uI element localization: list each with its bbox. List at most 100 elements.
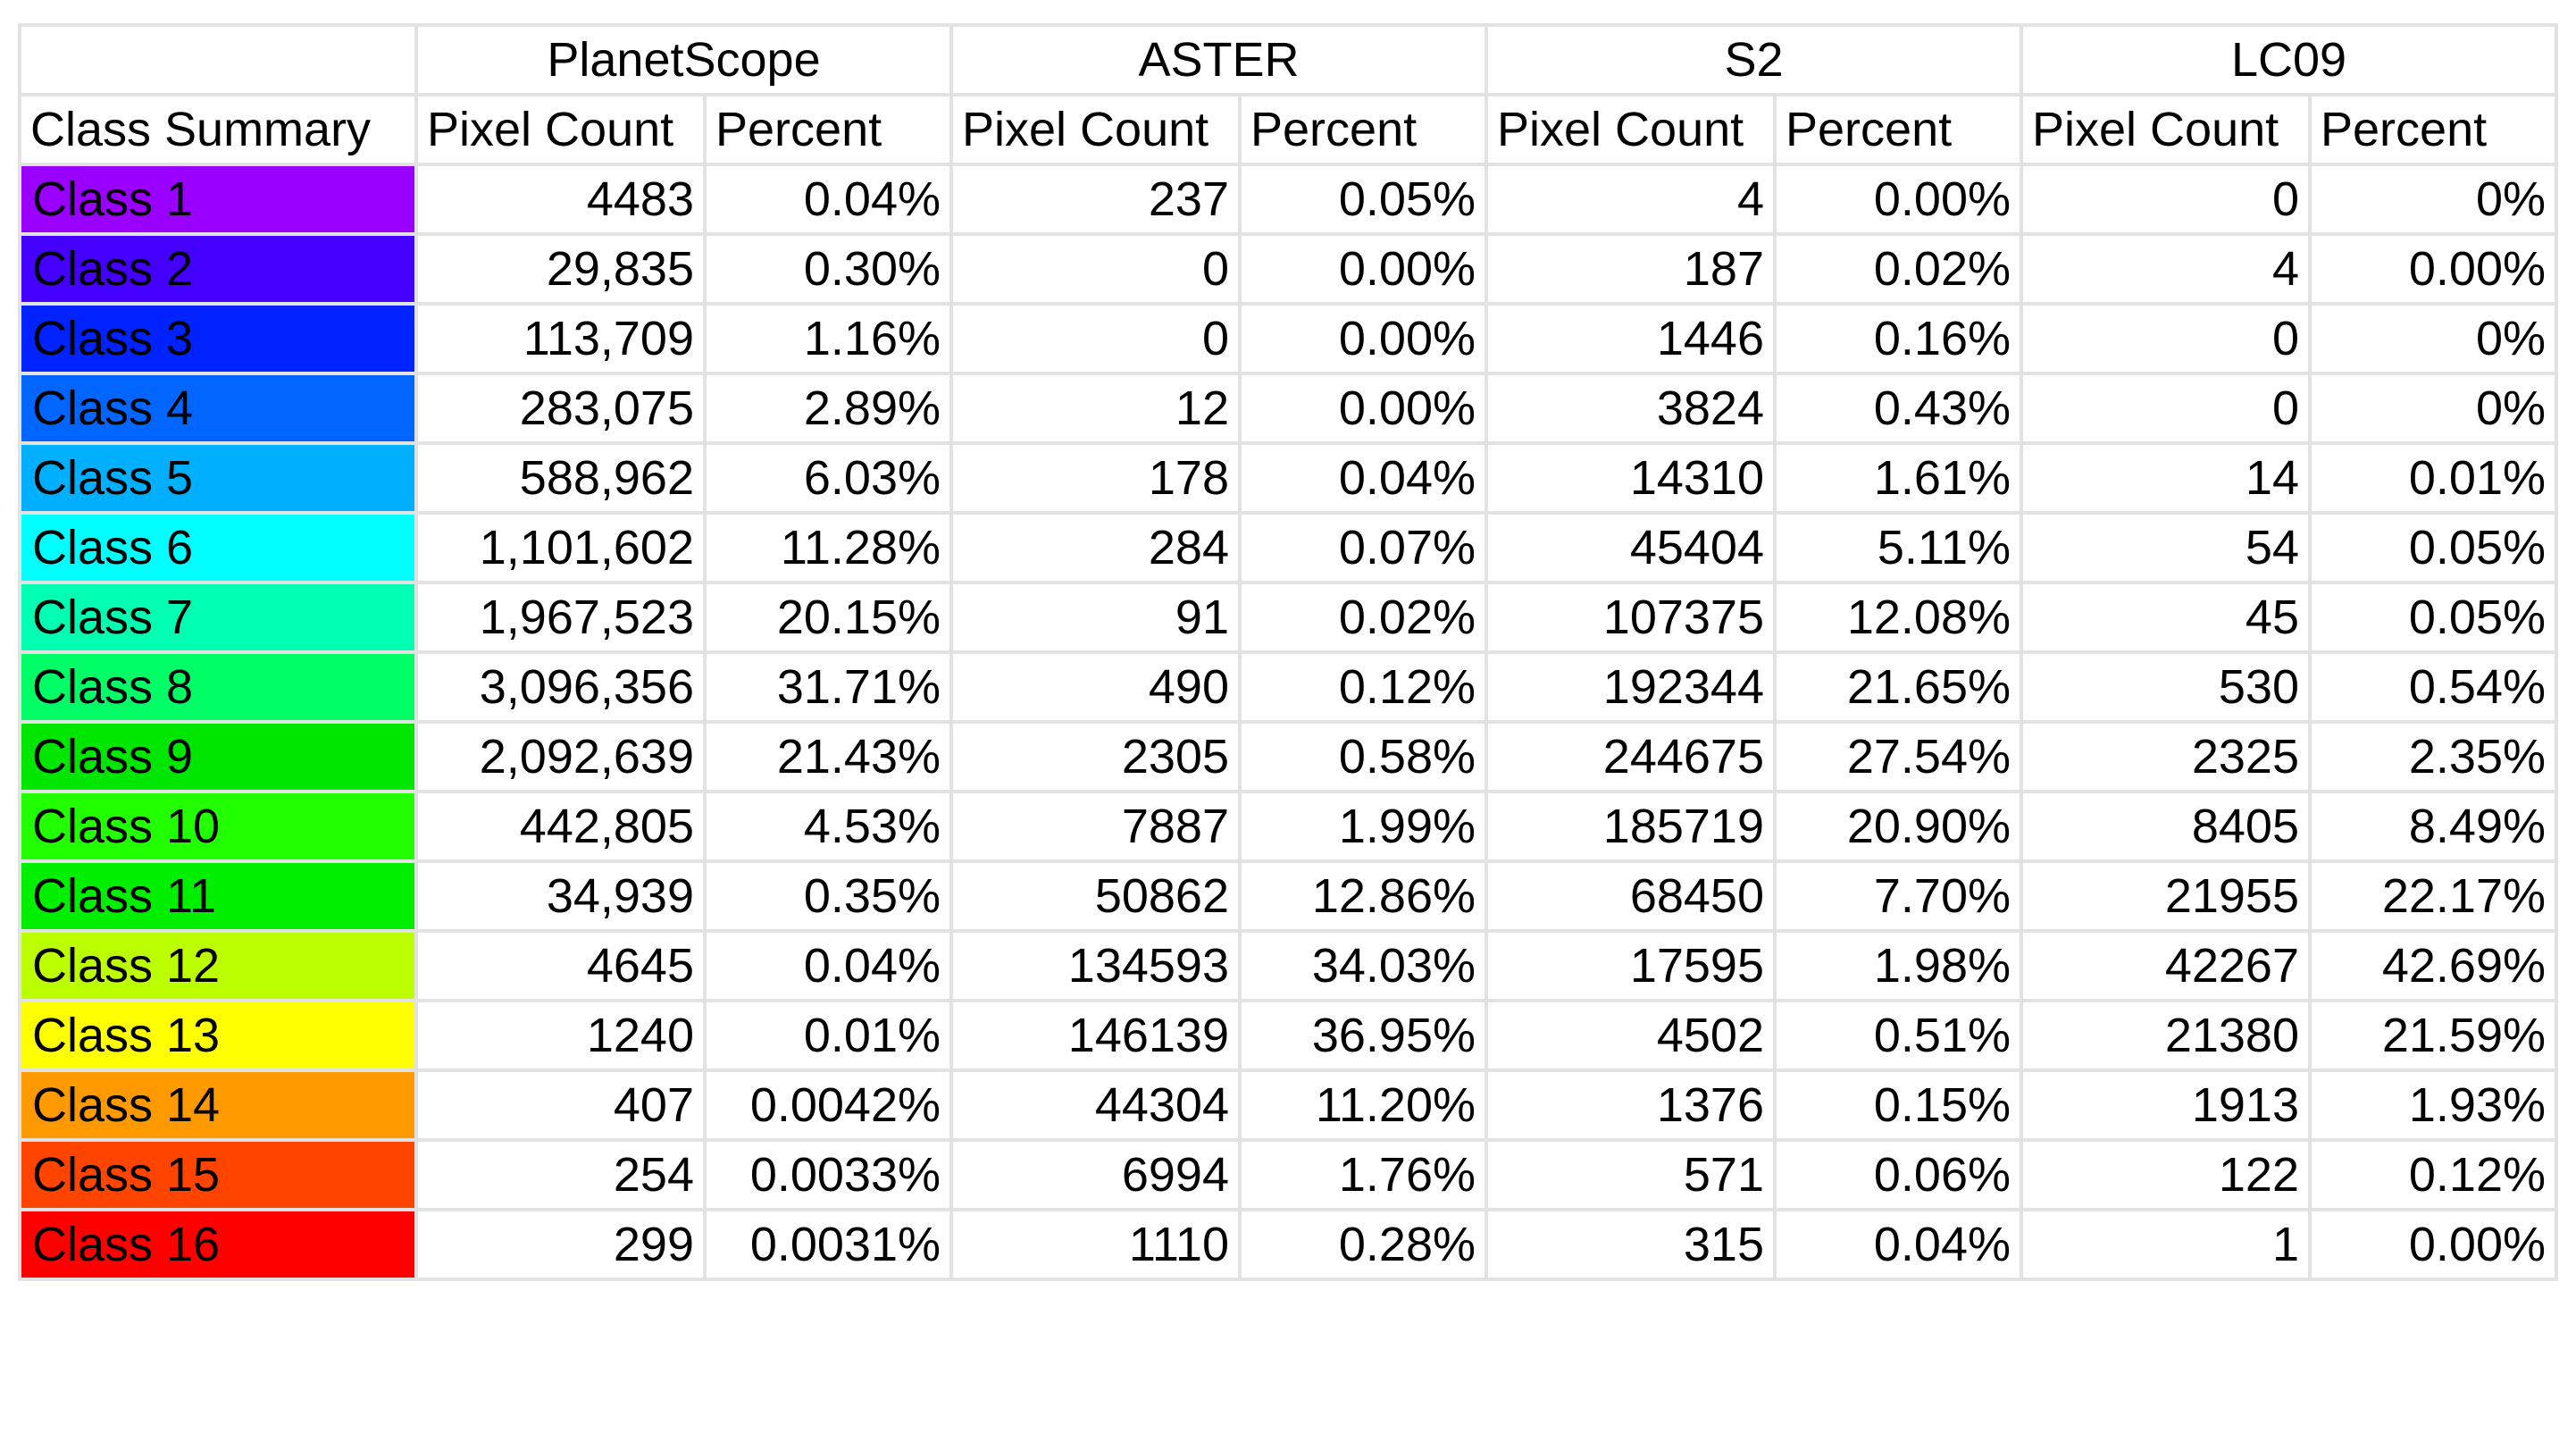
class-label-cell: Class 12 bbox=[18, 929, 418, 1002]
planetscope-percent-cell: 0.0033% bbox=[703, 1138, 953, 1211]
class-label-cell: Class 7 bbox=[18, 581, 418, 654]
table-row: Class 16 299 0.0031% 1110 0.28% 315 0.04% 1 0.00… bbox=[18, 1208, 2558, 1281]
aster-pixel-count-cell: 178 bbox=[949, 441, 1242, 515]
class-summary-header: Class Summary bbox=[18, 93, 418, 166]
planetscope-percent-cell: 21.43% bbox=[703, 720, 953, 793]
lc09-percent-cell: 0.05% bbox=[2308, 511, 2558, 584]
s2-percent-cell: 0.51% bbox=[1773, 999, 2023, 1072]
planetscope-pixel-count-cell: 299 bbox=[414, 1208, 707, 1281]
lc09-percent-cell: 8.49% bbox=[2308, 790, 2558, 863]
aster-pixel-count-cell: 91 bbox=[949, 581, 1242, 654]
planetscope-pixel-count-cell: 4483 bbox=[414, 163, 707, 236]
lc09-pixel-count-cell: 530 bbox=[2020, 650, 2312, 724]
aster-pixel-count-cell: 134593 bbox=[949, 929, 1242, 1002]
s2-pixel-count-cell: 315 bbox=[1485, 1208, 1777, 1281]
aster-percent-cell: 36.95% bbox=[1238, 999, 1488, 1072]
aster-percent-cell: 1.99% bbox=[1238, 790, 1488, 863]
class-label-cell: Class 8 bbox=[18, 650, 418, 724]
lc09-percent-cell: 0.12% bbox=[2308, 1138, 2558, 1211]
planetscope-percent-cell: 0.0042% bbox=[703, 1068, 953, 1142]
class-label-cell: Class 15 bbox=[18, 1138, 418, 1211]
pixel-count-header: Pixel Count bbox=[949, 93, 1242, 166]
planetscope-pixel-count-cell: 254 bbox=[414, 1138, 707, 1211]
planetscope-percent-cell: 0.01% bbox=[703, 999, 953, 1072]
s2-pixel-count-cell: 1446 bbox=[1485, 302, 1777, 375]
s2-pixel-count-cell: 185719 bbox=[1485, 790, 1777, 863]
s2-percent-cell: 1.61% bbox=[1773, 441, 2023, 515]
percent-header: Percent bbox=[2308, 93, 2558, 166]
lc09-pixel-count-cell: 0 bbox=[2020, 302, 2312, 375]
lc09-pixel-count-cell: 1913 bbox=[2020, 1068, 2312, 1142]
planetscope-pixel-count-cell: 283,075 bbox=[414, 372, 707, 445]
pixel-count-header: Pixel Count bbox=[1485, 93, 1777, 166]
lc09-percent-cell: 0.00% bbox=[2308, 232, 2558, 306]
s2-pixel-count-cell: 244675 bbox=[1485, 720, 1777, 793]
aster-percent-cell: 11.20% bbox=[1238, 1068, 1488, 1142]
table-row: Class 3 113,709 1.16% 0 0.00% 1446 0.16% 0 0% bbox=[18, 302, 2558, 375]
s2-percent-cell: 27.54% bbox=[1773, 720, 2023, 793]
planetscope-pixel-count-cell: 407 bbox=[414, 1068, 707, 1142]
lc09-pixel-count-cell: 21955 bbox=[2020, 859, 2312, 933]
aster-percent-cell: 0.05% bbox=[1238, 163, 1488, 236]
aster-pixel-count-cell: 490 bbox=[949, 650, 1242, 724]
s2-pixel-count-cell: 1376 bbox=[1485, 1068, 1777, 1142]
table-row: Class 15 254 0.0033% 6994 1.76% 571 0.06% 122 0.… bbox=[18, 1138, 2558, 1211]
class-label-cell: Class 16 bbox=[18, 1208, 418, 1281]
lc09-percent-cell: 1.93% bbox=[2308, 1068, 2558, 1142]
lc09-pixel-count-cell: 0 bbox=[2020, 372, 2312, 445]
table-row: Class 9 2,092,639 21.43% 2305 0.58% 244675 27.… bbox=[18, 720, 2558, 793]
planetscope-percent-cell: 0.04% bbox=[703, 163, 953, 236]
lc09-pixel-count-cell: 21380 bbox=[2020, 999, 2312, 1072]
planetscope-pixel-count-cell: 2,092,639 bbox=[414, 720, 707, 793]
table-row: Class 1 4483 0.04% 237 0.05% 4 0.00% 0 0% bbox=[18, 163, 2558, 236]
aster-percent-cell: 0.02% bbox=[1238, 581, 1488, 654]
aster-percent-cell: 12.86% bbox=[1238, 859, 1488, 933]
s2-pixel-count-cell: 107375 bbox=[1485, 581, 1777, 654]
aster-percent-cell: 1.76% bbox=[1238, 1138, 1488, 1211]
lc09-pixel-count-cell: 54 bbox=[2020, 511, 2312, 584]
s2-percent-cell: 7.70% bbox=[1773, 859, 2023, 933]
planetscope-pixel-count-cell: 1,101,602 bbox=[414, 511, 707, 584]
percent-header: Percent bbox=[1238, 93, 1488, 166]
s2-percent-cell: 0.15% bbox=[1773, 1068, 2023, 1142]
s2-percent-cell: 0.00% bbox=[1773, 163, 2023, 236]
table-row: Class 12 4645 0.04% 134593 34.03% 17595 1.98% 4… bbox=[18, 929, 2558, 1002]
lc09-percent-cell: 0% bbox=[2308, 163, 2558, 236]
aster-pixel-count-cell: 6994 bbox=[949, 1138, 1242, 1211]
aster-pixel-count-cell: 50862 bbox=[949, 859, 1242, 933]
s2-percent-cell: 0.16% bbox=[1773, 302, 2023, 375]
planetscope-percent-cell: 0.0031% bbox=[703, 1208, 953, 1281]
pixel-count-header: Pixel Count bbox=[2020, 93, 2312, 166]
aster-pixel-count-cell: 237 bbox=[949, 163, 1242, 236]
s2-pixel-count-cell: 45404 bbox=[1485, 511, 1777, 584]
planetscope-percent-cell: 0.04% bbox=[703, 929, 953, 1002]
class-label-cell: Class 9 bbox=[18, 720, 418, 793]
source-header-row: PlanetScope ASTER S2 LC09 bbox=[18, 23, 2558, 96]
planetscope-percent-cell: 6.03% bbox=[703, 441, 953, 515]
table-row: Class 10 442,805 4.53% 7887 1.99% 185719 20.90… bbox=[18, 790, 2558, 863]
planetscope-percent-cell: 4.53% bbox=[703, 790, 953, 863]
aster-pixel-count-cell: 2305 bbox=[949, 720, 1242, 793]
table-row: Class 2 29,835 0.30% 0 0.00% 187 0.02% 4 0.00% bbox=[18, 232, 2558, 306]
lc09-percent-cell: 0.01% bbox=[2308, 441, 2558, 515]
lc09-percent-cell: 0% bbox=[2308, 372, 2558, 445]
source-header-aster: ASTER bbox=[949, 23, 1488, 96]
s2-percent-cell: 0.06% bbox=[1773, 1138, 2023, 1211]
planetscope-pixel-count-cell: 1,967,523 bbox=[414, 581, 707, 654]
planetscope-percent-cell: 0.35% bbox=[703, 859, 953, 933]
planetscope-pixel-count-cell: 3,096,356 bbox=[414, 650, 707, 724]
class-label-cell: Class 3 bbox=[18, 302, 418, 375]
aster-percent-cell: 0.28% bbox=[1238, 1208, 1488, 1281]
aster-pixel-count-cell: 44304 bbox=[949, 1068, 1242, 1142]
planetscope-pixel-count-cell: 588,962 bbox=[414, 441, 707, 515]
planetscope-percent-cell: 2.89% bbox=[703, 372, 953, 445]
corner-cell bbox=[18, 23, 418, 96]
s2-pixel-count-cell: 4502 bbox=[1485, 999, 1777, 1072]
class-label-cell: Class 4 bbox=[18, 372, 418, 445]
percent-header: Percent bbox=[1773, 93, 2023, 166]
s2-percent-cell: 1.98% bbox=[1773, 929, 2023, 1002]
class-summary-table: PlanetScope ASTER S2 LC09 Class Summary … bbox=[18, 23, 2558, 1281]
aster-percent-cell: 0.00% bbox=[1238, 232, 1488, 306]
class-label-cell: Class 1 bbox=[18, 163, 418, 236]
lc09-percent-cell: 42.69% bbox=[2308, 929, 2558, 1002]
